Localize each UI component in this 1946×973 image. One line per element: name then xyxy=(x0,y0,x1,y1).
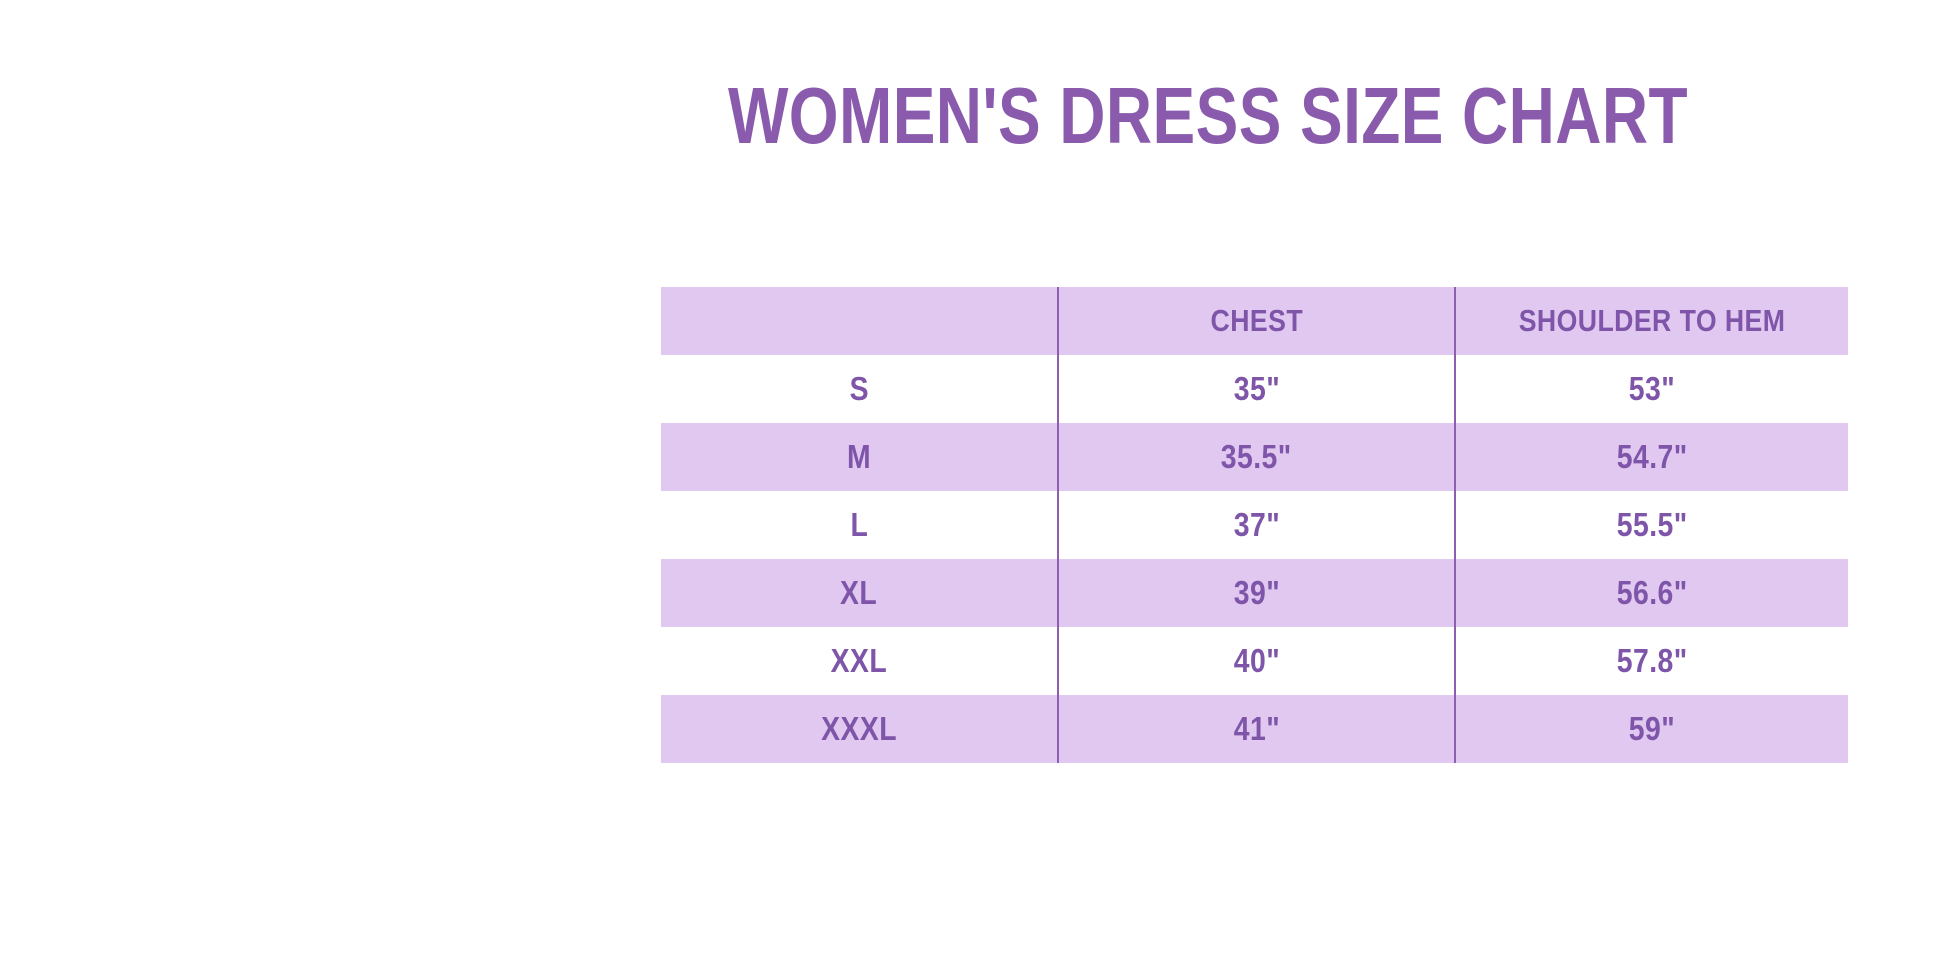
header-cell-size xyxy=(661,287,1058,355)
table-row-xxl: XXL 40" 57.8" xyxy=(661,627,1848,695)
hem-value: 59" xyxy=(1628,710,1676,747)
hem-value-cell: 54.7" xyxy=(1454,423,1848,491)
chest-value-cell: 37" xyxy=(1057,491,1455,559)
table-row-xxxl: XXXL 41" 59" xyxy=(661,695,1848,763)
size-cell: L xyxy=(661,491,1058,559)
size-label: XL xyxy=(840,574,878,611)
hem-value: 56.6" xyxy=(1616,574,1688,611)
size-cell: XXXL xyxy=(661,695,1058,763)
chest-value: 35" xyxy=(1233,370,1280,407)
header-label-shoulder-to-hem: SHOULDER TO HEM xyxy=(1518,303,1786,338)
chest-value: 40" xyxy=(1233,642,1280,679)
hem-value: 54.7" xyxy=(1616,438,1688,475)
header-cell-chest: CHEST xyxy=(1057,287,1455,355)
chest-value: 39" xyxy=(1233,574,1280,611)
size-label: S xyxy=(849,370,869,407)
table-row-l: L 37" 55.5" xyxy=(661,491,1848,559)
chest-value: 35.5" xyxy=(1221,438,1292,475)
size-label: XXL xyxy=(830,642,888,679)
chest-value-cell: 35.5" xyxy=(1057,423,1455,491)
hem-value-cell: 59" xyxy=(1454,695,1848,763)
hem-value: 57.8" xyxy=(1616,642,1688,679)
size-cell: XXL xyxy=(661,627,1058,695)
table-row-xl: XL 39" 56.6" xyxy=(661,559,1848,627)
chest-value: 37" xyxy=(1233,506,1280,543)
size-label: L xyxy=(850,506,868,543)
hem-value: 55.5" xyxy=(1616,506,1688,543)
header-cell-shoulder-to-hem: SHOULDER TO HEM xyxy=(1454,287,1848,355)
hem-value-cell: 57.8" xyxy=(1454,627,1848,695)
size-cell: S xyxy=(661,355,1058,423)
hem-value-cell: 56.6" xyxy=(1454,559,1848,627)
chest-value-cell: 35" xyxy=(1057,355,1455,423)
table-row-m: M 35.5" 54.7" xyxy=(661,423,1848,491)
hem-value-cell: 53" xyxy=(1454,355,1848,423)
table-row-s: S 35" 53" xyxy=(661,355,1848,423)
chest-value-cell: 40" xyxy=(1057,627,1455,695)
header-label-chest: CHEST xyxy=(1210,303,1303,338)
page-title: WOMEN'S DRESS SIZE CHART xyxy=(728,71,1688,160)
hem-value-cell: 55.5" xyxy=(1454,491,1848,559)
header-row: CHEST SHOULDER TO HEM xyxy=(661,287,1848,355)
size-cell: M xyxy=(661,423,1058,491)
size-label: M xyxy=(846,438,872,475)
chest-value-cell: 41" xyxy=(1057,695,1455,763)
hem-value: 53" xyxy=(1628,370,1676,407)
size-label: XXXL xyxy=(821,710,897,747)
size-chart-table: CHEST SHOULDER TO HEM S 35" 53" M 35.5" … xyxy=(661,287,1848,763)
chest-value: 41" xyxy=(1233,710,1280,747)
chest-value-cell: 39" xyxy=(1057,559,1455,627)
size-cell: XL xyxy=(661,559,1058,627)
